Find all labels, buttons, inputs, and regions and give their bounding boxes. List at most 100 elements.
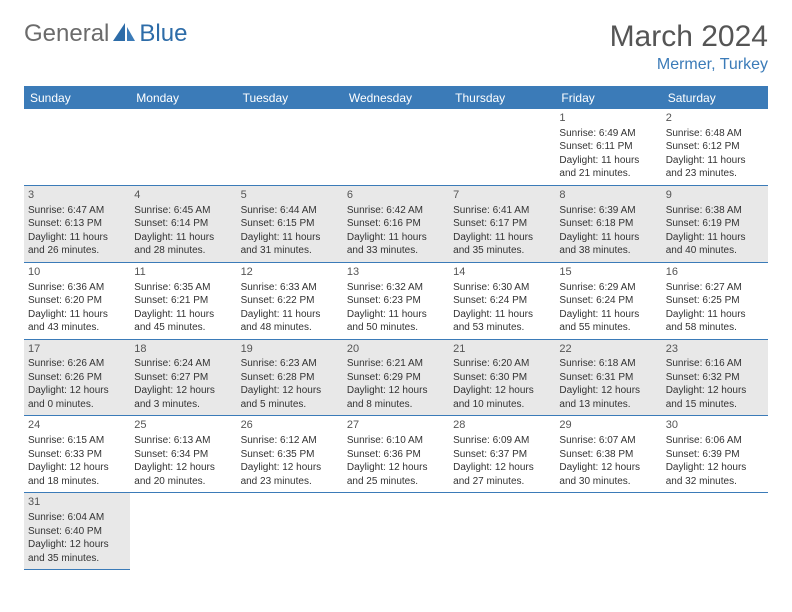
calendar-day: 27Sunrise: 6:10 AMSunset: 6:36 PMDayligh… (343, 416, 449, 493)
day-header: Friday (555, 87, 661, 109)
sunset-text: Sunset: 6:11 PM (559, 140, 657, 154)
sunset-text: Sunset: 6:13 PM (28, 217, 126, 231)
sunrise-text: Sunrise: 6:15 AM (28, 434, 126, 448)
sunset-text: Sunset: 6:31 PM (559, 371, 657, 385)
day-number: 18 (134, 342, 232, 357)
sunset-text: Sunset: 6:12 PM (666, 140, 764, 154)
empty-cell (237, 109, 343, 186)
sunrise-text: Sunrise: 6:10 AM (347, 434, 445, 448)
calendar-day: 2Sunrise: 6:48 AMSunset: 6:12 PMDaylight… (662, 109, 768, 186)
sunrise-text: Sunrise: 6:33 AM (241, 281, 339, 295)
day-number: 3 (28, 188, 126, 203)
daylight-text: Daylight: 11 hours and 35 minutes. (453, 231, 551, 258)
day-header: Monday (130, 87, 236, 109)
calendar-day: 17Sunrise: 6:26 AMSunset: 6:26 PMDayligh… (24, 340, 130, 417)
calendar-day: 16Sunrise: 6:27 AMSunset: 6:25 PMDayligh… (662, 263, 768, 340)
daylight-text: Daylight: 12 hours and 18 minutes. (28, 461, 126, 488)
day-number: 4 (134, 188, 232, 203)
header: General Blue March 2024 Mermer, Turkey (24, 20, 768, 74)
daylight-text: Daylight: 12 hours and 13 minutes. (559, 384, 657, 411)
calendar-day: 19Sunrise: 6:23 AMSunset: 6:28 PMDayligh… (237, 340, 343, 417)
day-number: 15 (559, 265, 657, 280)
logo: General Blue (24, 20, 187, 48)
daylight-text: Daylight: 11 hours and 21 minutes. (559, 154, 657, 181)
day-number: 27 (347, 418, 445, 433)
sunset-text: Sunset: 6:16 PM (347, 217, 445, 231)
sunrise-text: Sunrise: 6:32 AM (347, 281, 445, 295)
sunrise-text: Sunrise: 6:09 AM (453, 434, 551, 448)
sunrise-text: Sunrise: 6:49 AM (559, 127, 657, 141)
calendar-day: 29Sunrise: 6:07 AMSunset: 6:38 PMDayligh… (555, 416, 661, 493)
sunset-text: Sunset: 6:32 PM (666, 371, 764, 385)
daylight-text: Daylight: 12 hours and 20 minutes. (134, 461, 232, 488)
empty-cell (449, 493, 555, 570)
calendar-day: 12Sunrise: 6:33 AMSunset: 6:22 PMDayligh… (237, 263, 343, 340)
sunset-text: Sunset: 6:37 PM (453, 448, 551, 462)
day-number: 7 (453, 188, 551, 203)
day-number: 16 (666, 265, 764, 280)
day-number: 13 (347, 265, 445, 280)
daylight-text: Daylight: 11 hours and 40 minutes. (666, 231, 764, 258)
day-number: 11 (134, 265, 232, 280)
day-number: 30 (666, 418, 764, 433)
sunset-text: Sunset: 6:40 PM (28, 525, 126, 539)
day-header: Wednesday (343, 87, 449, 109)
sunrise-text: Sunrise: 6:23 AM (241, 357, 339, 371)
calendar-day: 23Sunrise: 6:16 AMSunset: 6:32 PMDayligh… (662, 340, 768, 417)
day-number: 25 (134, 418, 232, 433)
daylight-text: Daylight: 11 hours and 48 minutes. (241, 308, 339, 335)
calendar-day: 31Sunrise: 6:04 AMSunset: 6:40 PMDayligh… (24, 493, 130, 570)
day-header: Saturday (662, 87, 768, 109)
daylight-text: Daylight: 12 hours and 27 minutes. (453, 461, 551, 488)
daylight-text: Daylight: 11 hours and 58 minutes. (666, 308, 764, 335)
sunrise-text: Sunrise: 6:29 AM (559, 281, 657, 295)
empty-cell (130, 109, 236, 186)
daylight-text: Daylight: 11 hours and 26 minutes. (28, 231, 126, 258)
sunset-text: Sunset: 6:23 PM (347, 294, 445, 308)
calendar-day: 3Sunrise: 6:47 AMSunset: 6:13 PMDaylight… (24, 186, 130, 263)
sunrise-text: Sunrise: 6:38 AM (666, 204, 764, 218)
title-block: March 2024 Mermer, Turkey (610, 20, 768, 74)
sunset-text: Sunset: 6:21 PM (134, 294, 232, 308)
daylight-text: Daylight: 11 hours and 38 minutes. (559, 231, 657, 258)
sunset-text: Sunset: 6:34 PM (134, 448, 232, 462)
daylight-text: Daylight: 11 hours and 55 minutes. (559, 308, 657, 335)
empty-cell (449, 109, 555, 186)
empty-cell (130, 493, 236, 570)
empty-cell (237, 493, 343, 570)
daylight-text: Daylight: 11 hours and 53 minutes. (453, 308, 551, 335)
sunset-text: Sunset: 6:17 PM (453, 217, 551, 231)
sunset-text: Sunset: 6:35 PM (241, 448, 339, 462)
calendar-day: 15Sunrise: 6:29 AMSunset: 6:24 PMDayligh… (555, 263, 661, 340)
daylight-text: Daylight: 11 hours and 43 minutes. (28, 308, 126, 335)
daylight-text: Daylight: 11 hours and 23 minutes. (666, 154, 764, 181)
day-number: 22 (559, 342, 657, 357)
calendar-day: 10Sunrise: 6:36 AMSunset: 6:20 PMDayligh… (24, 263, 130, 340)
daylight-text: Daylight: 12 hours and 10 minutes. (453, 384, 551, 411)
daylight-text: Daylight: 12 hours and 3 minutes. (134, 384, 232, 411)
calendar-day: 26Sunrise: 6:12 AMSunset: 6:35 PMDayligh… (237, 416, 343, 493)
calendar-day: 11Sunrise: 6:35 AMSunset: 6:21 PMDayligh… (130, 263, 236, 340)
daylight-text: Daylight: 12 hours and 5 minutes. (241, 384, 339, 411)
daylight-text: Daylight: 12 hours and 15 minutes. (666, 384, 764, 411)
sunrise-text: Sunrise: 6:21 AM (347, 357, 445, 371)
sunrise-text: Sunrise: 6:07 AM (559, 434, 657, 448)
empty-cell (24, 109, 130, 186)
empty-cell (343, 109, 449, 186)
daylight-text: Daylight: 11 hours and 50 minutes. (347, 308, 445, 335)
sunset-text: Sunset: 6:28 PM (241, 371, 339, 385)
sunset-text: Sunset: 6:15 PM (241, 217, 339, 231)
sunset-text: Sunset: 6:18 PM (559, 217, 657, 231)
day-number: 10 (28, 265, 126, 280)
day-number: 19 (241, 342, 339, 357)
sunrise-text: Sunrise: 6:36 AM (28, 281, 126, 295)
sunset-text: Sunset: 6:25 PM (666, 294, 764, 308)
sunset-text: Sunset: 6:33 PM (28, 448, 126, 462)
day-number: 2 (666, 111, 764, 126)
sunset-text: Sunset: 6:22 PM (241, 294, 339, 308)
sunset-text: Sunset: 6:38 PM (559, 448, 657, 462)
empty-cell (662, 493, 768, 570)
sunrise-text: Sunrise: 6:42 AM (347, 204, 445, 218)
daylight-text: Daylight: 11 hours and 31 minutes. (241, 231, 339, 258)
sunrise-text: Sunrise: 6:13 AM (134, 434, 232, 448)
